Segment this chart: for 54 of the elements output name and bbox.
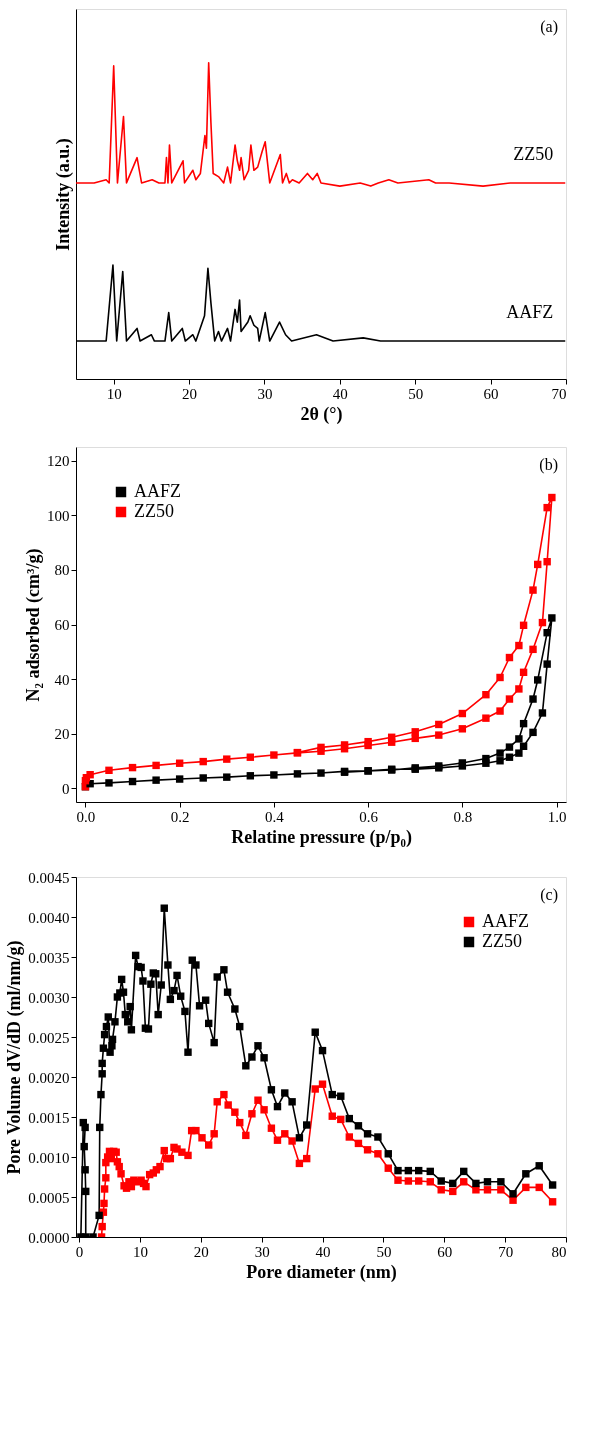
legend-label: ZZ50 (482, 931, 522, 951)
x-tick-label: 0.4 (265, 808, 285, 825)
annotation: (c) (540, 886, 558, 904)
legend-label: ZZ50 (134, 501, 174, 521)
x-tick-label: 20 (193, 1243, 209, 1260)
legend-label: AAFZ (482, 911, 530, 931)
x-axis-title: 2θ (°) (300, 403, 343, 425)
series-label: ZZ50 (513, 143, 554, 164)
x-axis-title: Pore diameter (nm) (246, 1261, 397, 1283)
y-tick-label: 80 (54, 562, 70, 579)
x-tick-label: 40 (332, 385, 348, 402)
y-tick-label: 0.0030 (28, 989, 70, 1006)
y-axis-title: Intensity (a.u.) (52, 138, 74, 251)
y-tick-label: 0.0010 (28, 1149, 70, 1166)
x-tick-label: 30 (254, 1243, 270, 1260)
y-tick-label: 60 (54, 617, 70, 633)
y-tick-label: 0.0025 (28, 1029, 70, 1046)
legend-label: AAFZ (134, 481, 182, 501)
y-tick-label: 0.0000 (28, 1229, 70, 1246)
y-axis-title: N₂ adsorbed (cm³/g) (23, 548, 44, 702)
x-tick-label: 0 (75, 1243, 84, 1260)
x-tick-label: 60 (483, 385, 499, 402)
x-tick-label: 80 (551, 1243, 567, 1260)
series-label: AAFZ (506, 302, 554, 323)
annotation: (b) (539, 456, 558, 474)
y-tick-label: 0.0020 (28, 1069, 70, 1086)
text: (a) (540, 18, 558, 36)
y-tick-label: 0.0005 (28, 1189, 70, 1206)
y-tick-label: 40 (54, 671, 70, 688)
y-tick-label: 120 (47, 453, 70, 470)
x-tick-label: 50 (376, 1243, 392, 1260)
x-axis-title: Relatine pressure (p/p₀) (231, 826, 412, 848)
x-tick-label: 30 (257, 385, 273, 402)
x-tick-label: 1.0 (547, 808, 567, 825)
y-tick-label: 100 (47, 507, 70, 524)
x-tick-label: 50 (408, 385, 424, 402)
y-tick-label: 0.0040 (28, 909, 70, 926)
x-tick-label: 0.6 (359, 808, 379, 825)
x-tick-label: 10 (132, 1243, 148, 1260)
x-tick-label: 0.0 (76, 808, 96, 825)
x-tick-label: 60 (437, 1243, 453, 1260)
y-tick-label: 0 (62, 780, 70, 797)
y-tick-label: 20 (54, 726, 70, 743)
y-axis-title: Pore Volume dV/dD (ml/nm/g) (4, 940, 26, 1175)
x-tick-label: 40 (315, 1243, 331, 1260)
x-tick-label: 70 (498, 1243, 514, 1260)
y-tick-label: 0.0045 (28, 869, 70, 886)
x-tick-label: 70 (551, 385, 567, 402)
x-tick-label: 0.8 (453, 808, 473, 825)
x-tick-label: 10 (106, 385, 122, 402)
x-tick-label: 0.2 (170, 808, 190, 825)
y-tick-label: 0.0015 (28, 1109, 70, 1126)
x-tick-label: 20 (182, 385, 198, 402)
y-tick-label: 0.0035 (28, 949, 70, 966)
